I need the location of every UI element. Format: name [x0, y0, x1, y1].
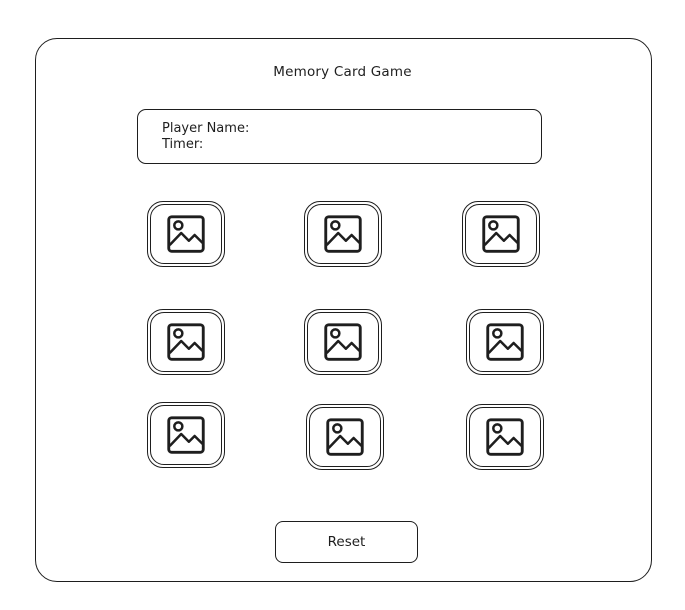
- player-name-label: Player Name:: [162, 121, 250, 136]
- image-placeholder-icon: [324, 215, 362, 253]
- memory-card[interactable]: [147, 309, 225, 375]
- memory-card[interactable]: [306, 404, 384, 470]
- memory-card[interactable]: [462, 201, 540, 267]
- player-info-panel: Player Name: Timer:: [137, 109, 542, 164]
- game-window-frame: [35, 38, 652, 582]
- memory-card[interactable]: [304, 309, 382, 375]
- memory-card[interactable]: [304, 201, 382, 267]
- memory-card[interactable]: [466, 404, 544, 470]
- memory-card[interactable]: [147, 201, 225, 267]
- memory-card[interactable]: [147, 402, 225, 468]
- image-placeholder-icon: [167, 323, 205, 361]
- image-placeholder-icon: [326, 418, 364, 456]
- timer-label: Timer:: [162, 137, 204, 152]
- image-placeholder-icon: [482, 215, 520, 253]
- page-title: Memory Card Game: [273, 64, 412, 80]
- reset-button[interactable]: Reset: [275, 521, 418, 563]
- memory-card[interactable]: [466, 309, 544, 375]
- image-placeholder-icon: [324, 323, 362, 361]
- image-placeholder-icon: [486, 323, 524, 361]
- image-placeholder-icon: [167, 416, 205, 454]
- image-placeholder-icon: [486, 418, 524, 456]
- image-placeholder-icon: [167, 215, 205, 253]
